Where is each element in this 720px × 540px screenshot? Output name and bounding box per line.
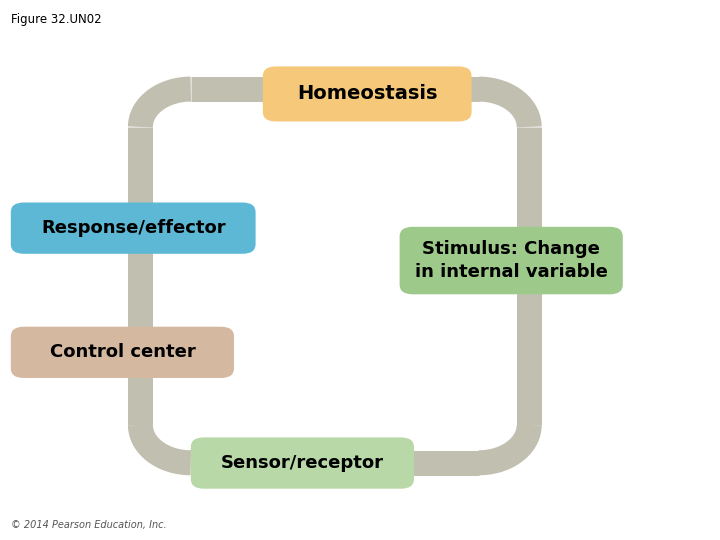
Text: Homeostasis: Homeostasis [297,84,438,104]
FancyBboxPatch shape [11,327,234,378]
Text: Response/effector: Response/effector [41,219,225,237]
FancyBboxPatch shape [263,66,472,122]
Text: Control center: Control center [50,343,195,361]
Polygon shape [130,339,151,354]
Text: © 2014 Pearson Education, Inc.: © 2014 Pearson Education, Inc. [11,520,166,530]
Polygon shape [518,235,540,250]
Text: Stimulus: Change
in internal variable: Stimulus: Change in internal variable [415,240,608,281]
Polygon shape [282,455,302,471]
Polygon shape [310,81,330,97]
FancyBboxPatch shape [11,202,256,254]
Polygon shape [130,217,151,232]
Text: Figure 32.UN02: Figure 32.UN02 [11,14,102,26]
FancyBboxPatch shape [400,227,623,294]
FancyBboxPatch shape [191,437,414,489]
Text: Sensor/receptor: Sensor/receptor [221,454,384,472]
